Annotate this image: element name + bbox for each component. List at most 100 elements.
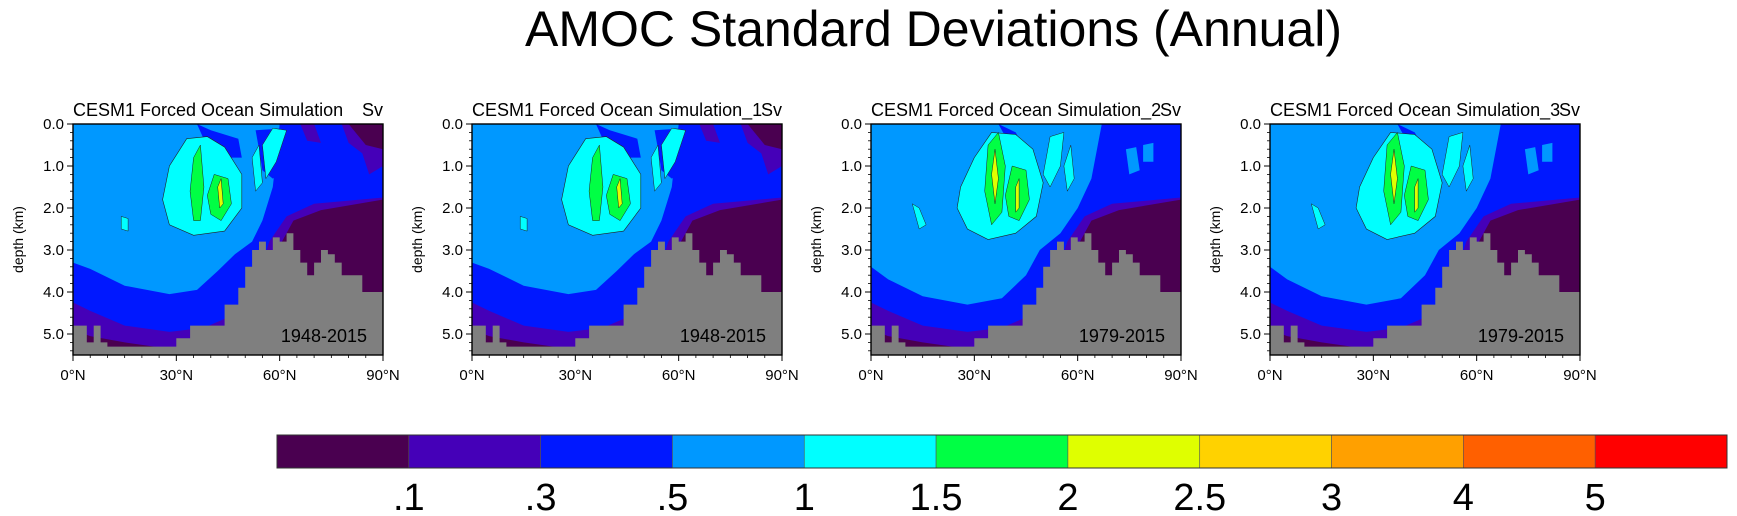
y-tick-label: 4.0 [43, 284, 64, 301]
panel-1: 0.0 1.0 2.0 3.0 4.0 5.0 0°N 30°N 60°N 90°N depth (… [10, 100, 400, 384]
y-tick-label: 0.0 [841, 116, 862, 133]
colorbar-swatch [803, 434, 937, 469]
panel-units: Sv [362, 100, 383, 120]
contour-band-2-2.5 [1414, 178, 1419, 213]
colorbar-label: 3 [1321, 477, 1342, 516]
y-tick-label: 3.0 [1240, 242, 1261, 259]
y-tick-label: 4.0 [442, 284, 463, 301]
contour-band-1-1.5 [251, 144, 263, 192]
x-tick-label: 90°N [1164, 367, 1198, 384]
x-tick-label: 60°N [1061, 367, 1095, 384]
colorbar-swatch [1199, 434, 1332, 469]
contour-band-2-2.5 [217, 178, 224, 209]
y-tick-label: 5.0 [841, 326, 862, 343]
panel-units: Sv [761, 100, 782, 120]
land-mask [1270, 233, 1580, 355]
contour-band-2-2.5 [1015, 178, 1020, 213]
x-tick-label: 30°N [1357, 367, 1391, 384]
panel-field [472, 124, 782, 355]
figure-title: AMOC Standard Deviations (Annual) [524, 1, 1343, 57]
surface-patch [1143, 142, 1154, 162]
y-axis-title: depth (km) [1207, 206, 1223, 273]
panel-field [871, 124, 1181, 355]
panel-4: 0.0 1.0 2.0 3.0 4.0 5.0 0°N 30°N 60°N 90°N depth (… [1207, 100, 1597, 384]
y-tick-label: 2.0 [442, 200, 463, 217]
panel-units: Sv [1160, 100, 1181, 120]
y-tick-label: 3.0 [841, 242, 862, 259]
colorbar: .1 .3 .5 1 1.5 2 2.5 3 4 5 [276, 434, 1728, 516]
contour-band-1-1.5 [1441, 132, 1464, 188]
contour-band-1-1.5 [1063, 144, 1075, 192]
period-label: 1948-2015 [281, 326, 367, 346]
x-tick-label: 30°N [160, 367, 194, 384]
x-tick-label: 0°N [1257, 367, 1282, 384]
period-label: 1979-2015 [1478, 326, 1564, 346]
colorbar-label: 1 [794, 477, 815, 516]
panel-title: CESM1 Forced Ocean Simulation_3 [1270, 100, 1560, 121]
colorbar-swatch [276, 434, 410, 469]
colorbar-label: 4 [1453, 477, 1474, 516]
colorbar-swatch [1463, 434, 1596, 469]
contour-band-1-1.5 [650, 144, 662, 192]
y-axis-title: depth (km) [409, 206, 425, 273]
x-tick-label: 90°N [1563, 367, 1597, 384]
surface-patch [1125, 147, 1140, 175]
y-tick-label: 5.0 [442, 326, 463, 343]
contour-band-1-1.5 [911, 203, 927, 230]
contour-band-1-1.5 [661, 127, 686, 180]
y-axis-title: depth (km) [10, 206, 26, 273]
colorbar-swatch [1594, 434, 1728, 469]
panel-title: CESM1 Forced Ocean Simulation [73, 100, 343, 120]
y-tick-label: 2.0 [841, 200, 862, 217]
colorbar-swatch [540, 434, 673, 469]
panel-title: CESM1 Forced Ocean Simulation_2 [871, 100, 1161, 121]
surface-patch [747, 124, 782, 150]
land-mask [73, 233, 383, 355]
contour-band-1-1.5 [1310, 203, 1326, 230]
panel-field [1270, 124, 1580, 355]
colorbar-swatch [935, 434, 1069, 469]
colorbar-swatch [1331, 434, 1464, 469]
contour-band-2-2.5 [991, 149, 999, 204]
land-mask [871, 233, 1181, 355]
x-tick-label: 0°N [60, 367, 85, 384]
colorbar-label: 1.5 [910, 477, 963, 516]
y-tick-label: 3.0 [43, 242, 64, 259]
x-tick-label: 60°N [662, 367, 696, 384]
y-tick-label: 2.0 [1240, 200, 1261, 217]
contour-band-2-2.5 [616, 178, 623, 209]
panel-2: 0.0 1.0 2.0 3.0 4.0 5.0 0°N 30°N 60°N 90°N depth (… [409, 100, 799, 384]
x-tick-label: 60°N [263, 367, 297, 384]
x-tick-label: 90°N [366, 367, 400, 384]
y-tick-label: 1.0 [442, 158, 463, 175]
surface-patch [699, 124, 720, 143]
x-tick-label: 30°N [958, 367, 992, 384]
surface-patch [1542, 142, 1553, 162]
colorbar-label: .3 [525, 477, 557, 516]
surface-patch [596, 124, 641, 158]
colorbar-label: 2.5 [1173, 477, 1226, 516]
land-mask [472, 233, 782, 355]
x-tick-label: 0°N [858, 367, 883, 384]
colorbar-label: .1 [393, 477, 425, 516]
y-tick-label: 0.0 [1240, 116, 1261, 133]
surface-patch [197, 124, 242, 158]
colorbar-label: 5 [1585, 477, 1606, 516]
x-tick-label: 60°N [1460, 367, 1494, 384]
y-tick-label: 4.0 [1240, 284, 1261, 301]
y-tick-label: 2.0 [43, 200, 64, 217]
colorbar-swatch [672, 434, 805, 469]
y-tick-label: 1.0 [1240, 158, 1261, 175]
contour-band-1.5-2 [189, 144, 205, 221]
y-tick-label: 4.0 [841, 284, 862, 301]
x-tick-label: 90°N [765, 367, 799, 384]
y-tick-label: 3.0 [442, 242, 463, 259]
colorbar-label: 2 [1057, 477, 1078, 516]
surface-patch [1524, 147, 1539, 175]
surface-patch [348, 124, 383, 150]
panel-field [73, 124, 383, 355]
contour-band-1-1.5 [1462, 144, 1474, 192]
contour-band-1.5-2 [588, 144, 604, 221]
y-axis-title: depth (km) [808, 206, 824, 273]
